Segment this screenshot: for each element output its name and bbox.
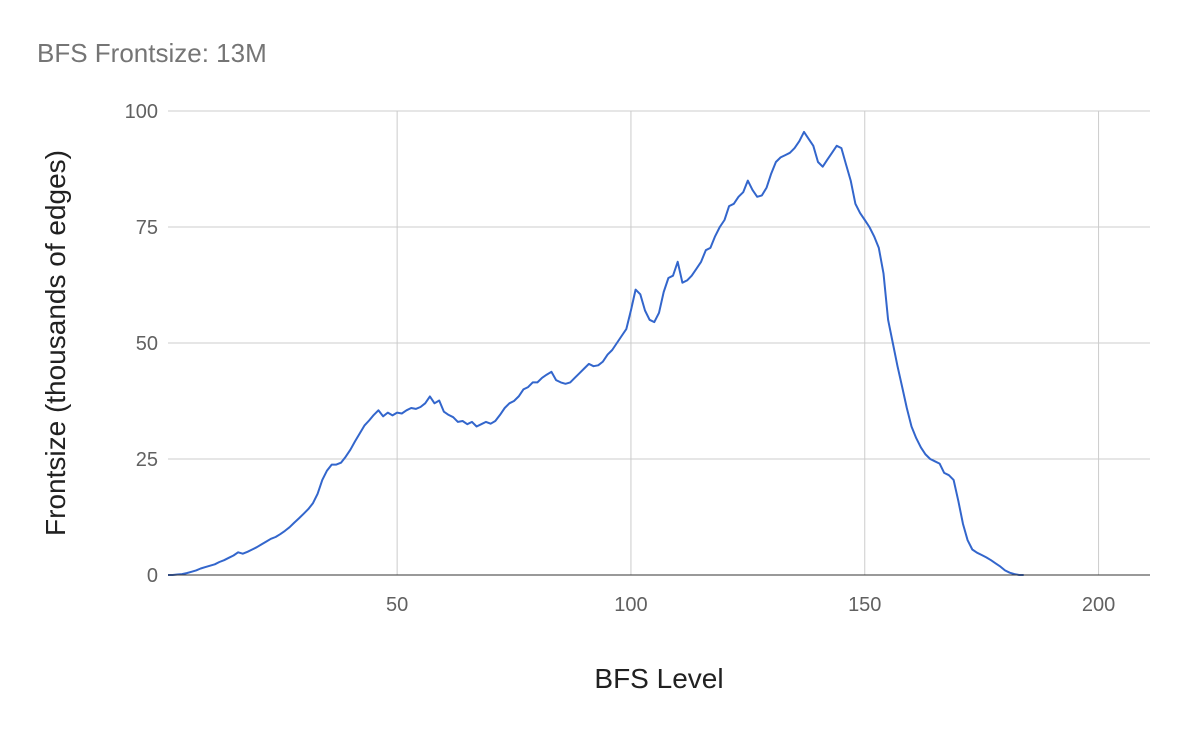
y-tick-label: 25 <box>136 449 158 471</box>
chart-title: BFS Frontsize: 13M <box>37 38 267 68</box>
series-line <box>168 130 1024 576</box>
x-tick-label: 150 <box>848 594 881 616</box>
gridlines <box>168 110 1150 575</box>
x-tick-label: 100 <box>614 594 647 616</box>
y-axis-title: Frontsize (thousands of edges) <box>40 150 71 536</box>
y-tick-label: 75 <box>136 217 158 239</box>
x-axis-title: BFS Level <box>594 663 723 694</box>
y-tick-label: 100 <box>125 101 158 123</box>
y-tick-label: 0 <box>147 565 158 587</box>
x-tick-label: 200 <box>1082 594 1115 616</box>
y-tick-label: 50 <box>136 333 158 355</box>
x-tick-label: 50 <box>386 594 408 616</box>
axis-tick-labels: 0 25 50 75 100 50 100 150 200 <box>125 101 1116 616</box>
